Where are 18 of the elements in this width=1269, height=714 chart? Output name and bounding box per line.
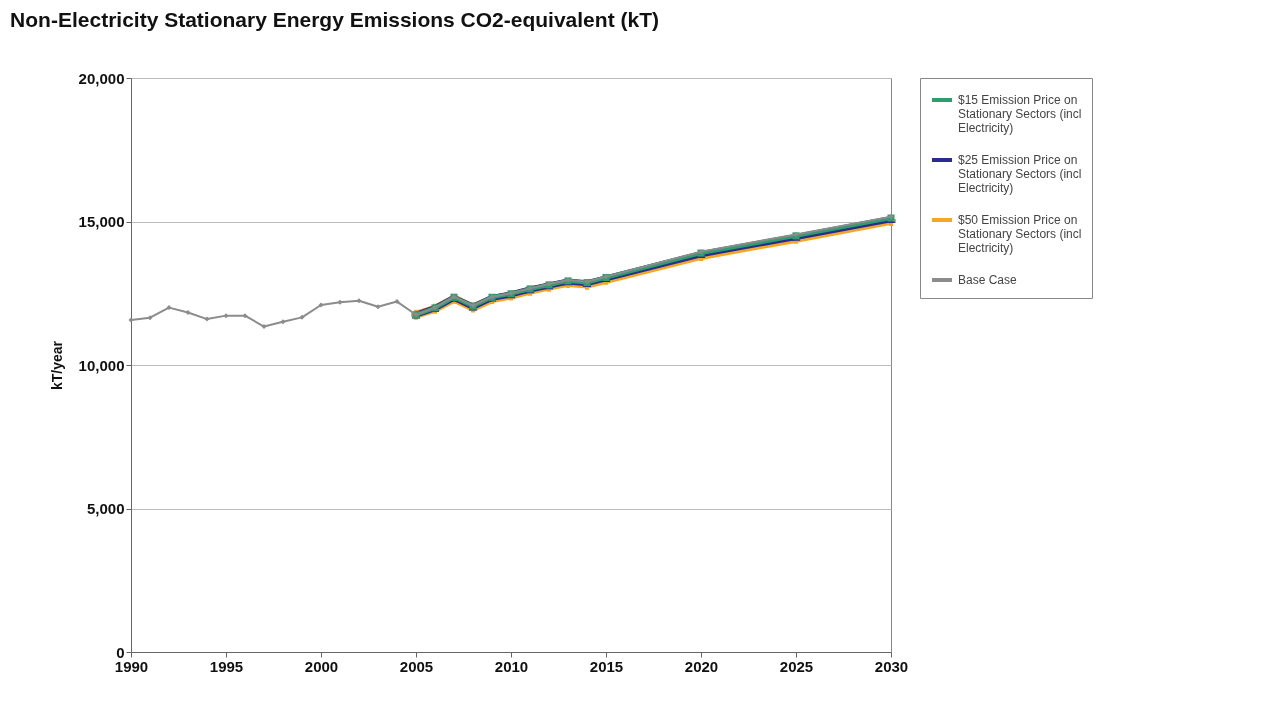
- x-tick-label: 2015: [589, 657, 624, 675]
- legend-label: Base Case: [958, 273, 1018, 287]
- chart-title: Non-Electricity Stationary Energy Emissions CO2-equivalent (kT): [10, 8, 659, 31]
- legend-label: $25 Emission Price on Stationary Sectors (incl Electricity): [958, 153, 1082, 195]
- y-axis-title: kT/year: [48, 340, 65, 391]
- x-tick-label: 2010: [494, 657, 529, 675]
- x-tick-label: 2020: [684, 657, 719, 675]
- legend-label: $50 Emission Price on Stationary Sectors (incl Electricity): [958, 213, 1082, 255]
- x-tick-label: 2030: [874, 657, 909, 675]
- x-tick-label: 2005: [399, 657, 434, 675]
- y-tick-label: 15,000: [78, 213, 125, 230]
- x-tick-label: 2025: [779, 657, 814, 675]
- x-tick-label: 2000: [304, 657, 339, 675]
- y-tick-label: 5,000: [86, 500, 125, 517]
- y-tick-label: 10,000: [78, 356, 125, 374]
- y-tick-label: 20,000: [78, 69, 125, 87]
- x-tick-label: 1995: [209, 657, 244, 675]
- legend-label: $15 Emission Price on Stationary Sectors (incl Electricity): [958, 93, 1082, 135]
